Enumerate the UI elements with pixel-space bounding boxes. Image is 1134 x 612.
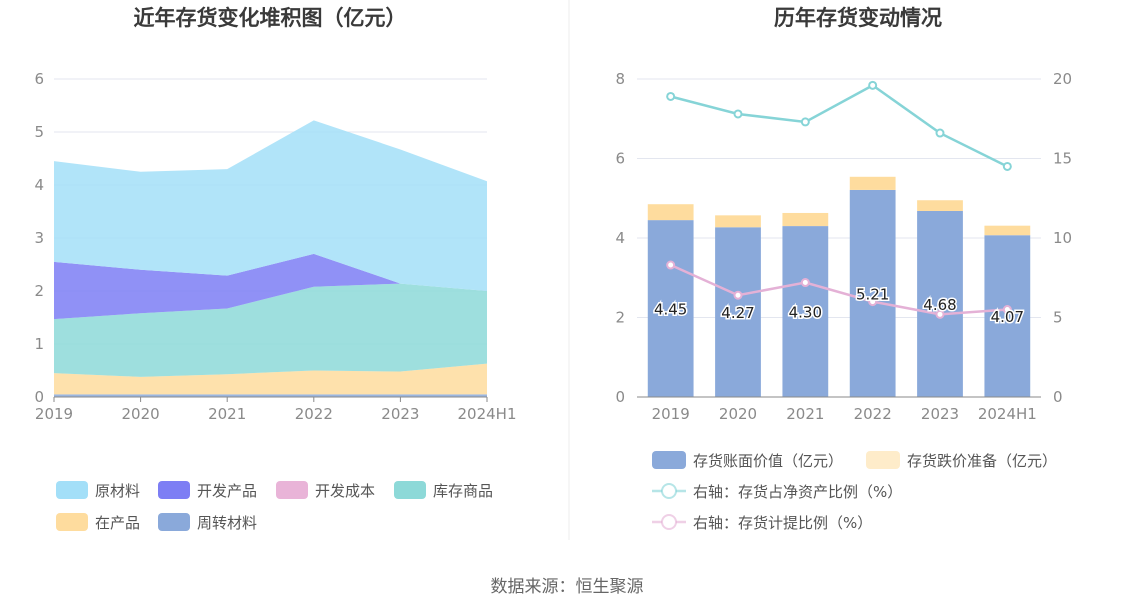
legend-swatch [158,481,190,499]
y2-tick-label: 15 [1053,150,1072,168]
legend-swatch [56,481,88,499]
bar-impairment [849,176,896,190]
legend-label: 开发产品 [197,482,257,500]
legend-label: 库存商品 [433,482,493,500]
series-point [666,91,676,101]
area-开发产品 [54,253,487,320]
x-tick-label: 2024H1 [978,405,1037,423]
bar-impairment [984,225,1031,236]
legend-label: 存货账面价值（亿元） [693,452,843,470]
x-tick-label: 2024H1 [458,405,517,423]
x-tick-label: 2021 [786,405,824,423]
legend-label: 在产品 [95,514,140,532]
y-tick-label: 3 [34,229,44,247]
bar-value-label: 4.45 [654,301,687,319]
series-point [733,109,743,119]
area-在产品 [54,363,487,395]
bar-value-label: 4.07 [991,308,1024,326]
bar-impairment [917,200,963,211]
bar-book-value [984,235,1031,397]
legend-label: 存货跌价准备（亿元） [907,452,1057,470]
right-bar-line-chart: 0 2 4 6 8 0 5 10 15 20 2019 2020 2021 2022 2023 2024H1 4… [615,70,1072,532]
y-tick-label: 0 [34,388,44,406]
x-tick-label: 2019 [35,405,73,423]
left-chart-title: 近年存货变化堆积图（亿元） [134,6,407,30]
y-tick-label: 8 [615,70,625,88]
x-tick-label: 2019 [652,405,690,423]
series-point [935,309,945,319]
legend-swatch [276,481,308,499]
legend-swatch [652,451,686,469]
x-tick-label: 2022 [295,405,333,423]
series-point [935,128,945,138]
series-point [800,117,810,127]
legend-marker [661,514,677,530]
legend-label: 右轴：存货占净资产比例（%） [693,483,902,501]
bar-impairment [647,204,694,221]
bar-value-label: 4.68 [923,296,956,314]
x-tick-label: 2020 [719,405,757,423]
series-point [800,278,810,288]
bar-value-label: 4.30 [789,304,822,322]
y-tick-label: 2 [34,282,44,300]
bar-impairment [715,215,761,228]
legend-swatch [56,513,88,531]
y2-tick-label: 10 [1053,229,1072,247]
legend-label: 周转材料 [197,514,257,532]
legend-label: 原材料 [95,482,140,500]
y-tick-label: 6 [34,70,44,88]
bar-book-value [782,226,829,397]
y-tick-label: 6 [615,150,625,168]
series-point [666,260,676,270]
y-tick-label: 2 [615,309,625,327]
legend-label: 开发成本 [315,482,375,500]
x-tick-label: 2022 [854,405,892,423]
y2-tick-label: 5 [1053,309,1063,327]
y-tick-label: 1 [34,335,44,353]
series-point [1002,305,1012,315]
area-周转材料 [54,394,487,397]
series-point [1002,161,1012,171]
series-point [868,297,878,307]
x-tick-label: 2021 [208,405,246,423]
x-tick-label: 2023 [921,405,959,423]
y-tick-label: 4 [615,229,625,247]
data-source-note: 数据来源：恒生聚源 [490,577,644,597]
bar-book-value [849,189,896,397]
x-tick-label: 2020 [122,405,160,423]
series-point [733,290,743,300]
bar-book-value [647,220,694,397]
area-库存商品 [54,283,487,377]
bar-value-label: 4.27 [721,304,754,322]
legend-swatch [866,451,900,469]
series-line [670,83,1008,168]
y2-tick-label: 20 [1053,70,1072,88]
y-tick-label: 4 [34,176,44,194]
bar-value-label: 5.21 [856,285,889,303]
y-tick-label: 5 [34,123,44,141]
bar-book-value [715,227,761,397]
legend-marker [661,483,677,499]
legend-swatch [158,513,190,531]
series-point [868,80,878,90]
left-stacked-area-chart: 0 1 2 3 4 5 6 2019 2020 2021 2022 2023 2024H1 原材料 开发产品… [34,70,516,532]
bar-book-value [917,210,963,397]
series-line [670,263,1008,316]
x-tick-label: 2023 [381,405,419,423]
y2-tick-label: 0 [1053,388,1063,406]
bar-impairment [782,212,829,227]
legend-label: 右轴：存货计提比例（%） [693,514,872,532]
right-chart-title: 历年存货变动情况 [774,6,942,30]
area-原材料 [54,120,487,291]
y-tick-label: 0 [615,388,625,406]
legend-swatch [394,481,426,499]
